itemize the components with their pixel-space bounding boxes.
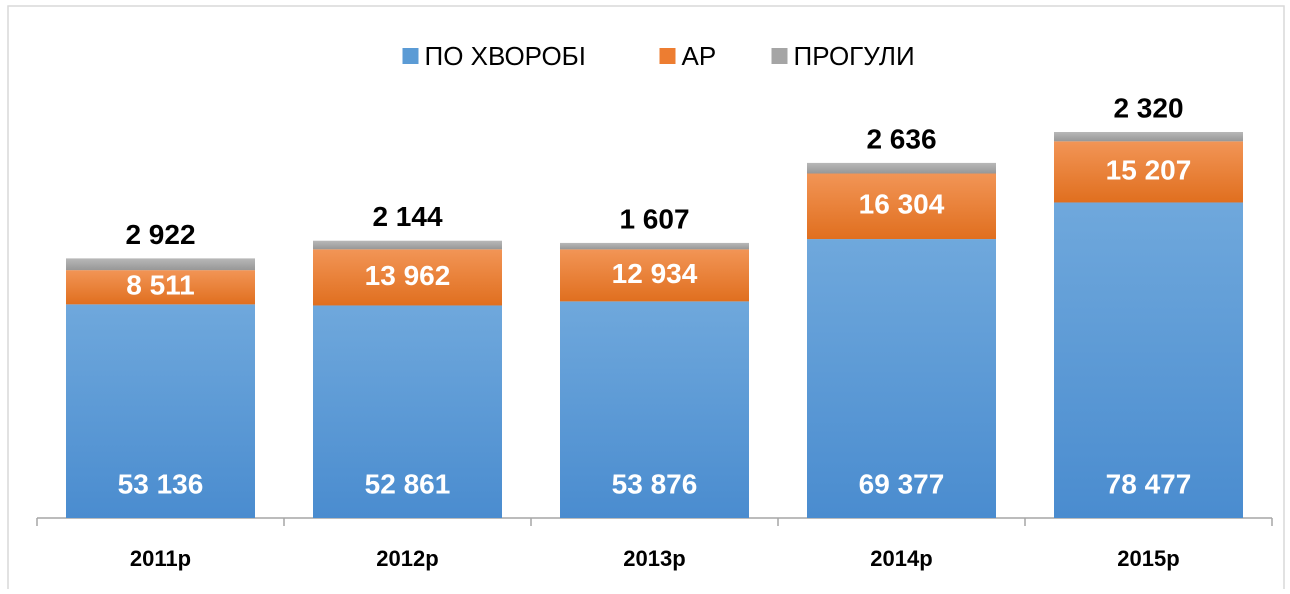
bar-segment bbox=[313, 249, 502, 306]
x-tick-label: 2014р bbox=[870, 546, 932, 571]
bar-segment bbox=[313, 240, 502, 250]
bar-segment bbox=[560, 249, 749, 302]
bar-segment bbox=[807, 162, 996, 174]
bar-segment bbox=[807, 173, 996, 240]
data-label: 8 511 bbox=[126, 270, 195, 301]
legend-swatch bbox=[402, 48, 419, 64]
data-label: 2 922 bbox=[125, 219, 195, 250]
x-tick-label: 2013р bbox=[623, 546, 685, 571]
data-label: 69 377 bbox=[859, 468, 945, 499]
bar-segment bbox=[1054, 202, 1243, 518]
data-label: 2 320 bbox=[1113, 92, 1183, 123]
legend-swatch bbox=[771, 48, 788, 64]
bar-segment bbox=[1054, 141, 1243, 203]
chart-frame bbox=[7, 5, 1285, 589]
bar-segment bbox=[560, 242, 749, 250]
bar-segment bbox=[1054, 132, 1243, 142]
data-label: 13 962 bbox=[365, 260, 451, 291]
bar-segment bbox=[807, 239, 996, 518]
data-label: 12 934 bbox=[612, 258, 698, 289]
data-label: 78 477 bbox=[1106, 468, 1192, 499]
legend-label: АР bbox=[682, 41, 717, 71]
data-label: 2 144 bbox=[372, 201, 442, 232]
bar-segment bbox=[66, 258, 255, 271]
data-label: 2 636 bbox=[866, 123, 936, 154]
bar-segment bbox=[313, 305, 502, 518]
legend-label: ПРОГУЛИ bbox=[794, 41, 915, 71]
data-label: 16 304 bbox=[859, 189, 945, 220]
bar-segment bbox=[66, 304, 255, 518]
data-label: 53 136 bbox=[118, 468, 204, 499]
x-tick-label: 2015р bbox=[1117, 546, 1179, 571]
bar-segment bbox=[66, 270, 255, 305]
legend-label: ПО ХВОРОБІ bbox=[425, 41, 586, 71]
x-tick-label: 2011р bbox=[130, 546, 191, 571]
data-label: 15 207 bbox=[1106, 154, 1192, 185]
legend-swatch bbox=[659, 48, 676, 64]
data-label: 1 607 bbox=[619, 203, 689, 234]
x-tick-label: 2012р bbox=[376, 546, 438, 571]
bar-segment bbox=[560, 301, 749, 518]
data-label: 53 876 bbox=[612, 468, 698, 499]
data-label: 52 861 bbox=[365, 468, 451, 499]
